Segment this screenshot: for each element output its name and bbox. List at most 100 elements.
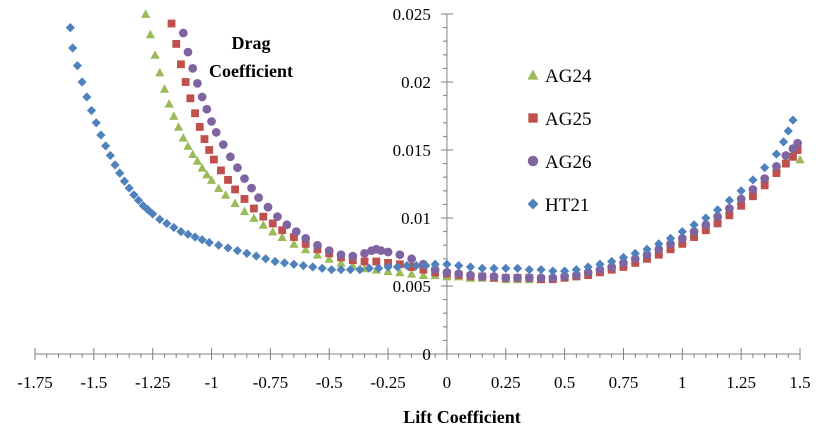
data-point-ag26 [360,248,369,258]
x-tick-label: 0 [443,373,452,392]
data-point-ag26 [183,47,193,57]
data-point-ag25 [654,250,663,259]
data-point-ht21 [771,149,782,159]
data-point-ht21 [190,232,200,242]
data-point-ht21 [65,23,75,33]
data-point-ag25 [167,19,176,28]
data-point-ag25 [268,219,277,228]
data-point-ag26 [240,174,249,183]
data-point-ag24 [239,206,250,216]
data-point-ag25 [793,146,802,154]
data-point-ht21 [162,218,172,229]
data-point-ht21 [129,190,139,200]
data-point-ht21 [383,262,393,272]
data-point-ag26 [233,163,242,173]
legend-marker-ag24 [527,69,539,80]
data-point-ag26 [202,104,212,114]
data-point-ag24 [221,190,231,199]
data-point-ag25 [407,263,416,271]
series-ag25 [167,19,802,284]
data-point-ag24 [159,84,170,93]
data-point-ht21 [512,263,523,273]
legend-label-ht21: HT21 [545,195,589,216]
data-point-ag24 [155,67,165,77]
x-tick-label: -0.5 [316,373,343,392]
data-point-ag26 [513,273,522,283]
data-point-ag26 [630,254,640,264]
data-point-ag26 [466,270,475,280]
data-point-ht21 [308,262,318,272]
data-point-ag26 [188,64,198,73]
legend-marker-ht21 [527,198,539,210]
data-point-ag26 [736,194,746,204]
data-point-ag24 [214,183,224,192]
data-point-ag26 [211,127,221,137]
data-point-ag24 [312,250,323,259]
data-point-ag25 [360,257,369,266]
data-point-ht21 [86,105,97,116]
data-point-ht21 [583,262,593,272]
data-point-ag26 [348,251,358,261]
x-tick-label: 1 [678,373,687,392]
data-point-ht21 [630,248,640,258]
data-point-ag25 [772,169,781,178]
data-point-ht21 [548,266,558,276]
legend-label-ag25: AG25 [545,109,591,130]
legend-label-ag24: AG24 [545,66,592,87]
data-point-ag24 [145,29,155,39]
data-point-ht21 [724,195,734,205]
x-tick-label: -0.75 [253,373,288,392]
data-point-ag26 [725,204,734,213]
data-point-ag24 [150,50,160,59]
data-point-ht21 [77,77,87,87]
data-point-ht21 [155,214,165,224]
y-tick-label: 0.025 [393,5,431,24]
data-point-ag25 [419,265,428,274]
series-ht21 [65,23,798,276]
data-point-ht21 [560,266,570,276]
data-point-ag26 [793,138,803,148]
data-point-ag25 [395,260,404,269]
data-point-ht21 [524,265,534,275]
y-axis-title-line-1: Drag [232,33,271,53]
data-point-ag25 [231,185,239,194]
data-point-ag25 [259,212,268,221]
data-point-ag25 [224,176,232,184]
x-tick-label: -1.25 [135,373,170,392]
data-point-ag24 [258,220,268,229]
data-point-ht21 [317,263,327,273]
data-point-ht21 [501,263,511,273]
data-point-ht21 [607,256,617,267]
x-tick-label: -1.5 [80,373,107,392]
data-point-ht21 [783,126,793,136]
data-point-ag26 [313,240,322,250]
data-point-ht21 [421,261,431,271]
axes: -1.75 -1.5 -1.25 -1 -0.75 -0.5 -0.25 0 0.25 0.5 0.… [17,5,810,392]
data-point-ht21 [289,259,299,269]
data-point-ag24 [407,269,417,278]
series-ag26 [178,28,803,283]
data-point-ht21 [197,235,207,245]
data-point-ht21 [105,150,115,161]
data-point-ag26 [477,272,487,281]
data-point-ag25 [678,239,687,248]
data-point-ag25 [666,245,675,254]
x-tick-label: 0.25 [491,373,521,392]
data-point-ag24 [795,154,805,164]
data-point-ht21 [392,262,403,272]
data-point-ag26 [760,174,770,183]
data-point-ag26 [263,202,273,212]
data-point-ag24 [268,227,278,236]
data-point-ag26 [193,78,202,88]
data-point-ht21 [183,229,193,239]
data-point-ag24 [395,267,405,277]
data-point-ht21 [148,209,158,219]
data-point-ht21 [115,168,125,178]
data-point-ag26 [225,152,235,162]
data-point-ag26 [178,28,188,38]
data-point-ht21 [642,244,652,254]
data-point-ag25 [290,233,298,241]
data-point-ht21 [595,259,605,269]
data-point-ag26 [560,272,569,281]
y-tick-label: 0.005 [393,277,431,296]
